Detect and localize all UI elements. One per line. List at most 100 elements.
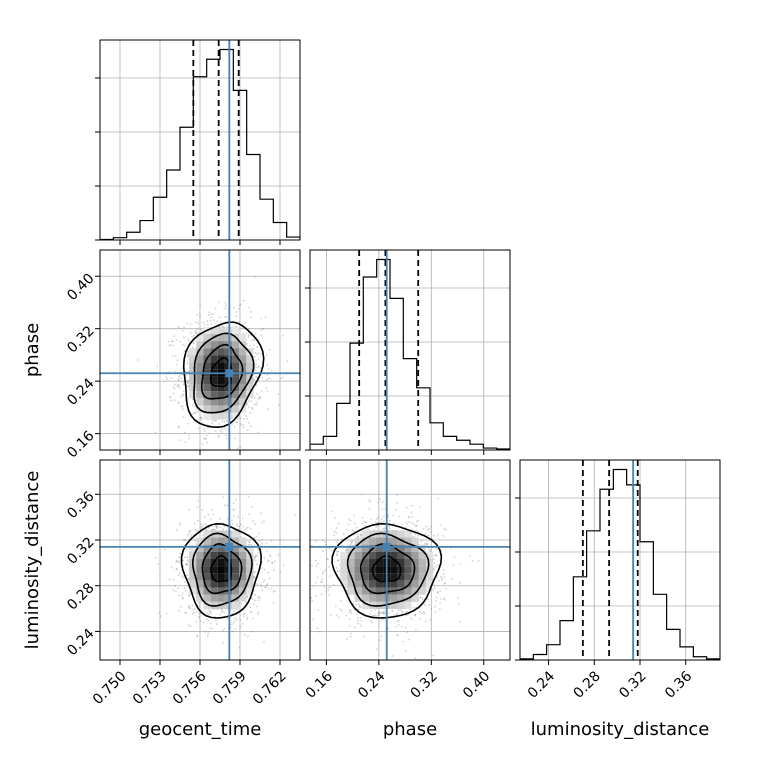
sample-point	[186, 556, 189, 559]
sample-point	[364, 521, 367, 524]
sample-point	[182, 343, 184, 346]
sample-point	[388, 525, 390, 528]
sample-point	[224, 434, 227, 437]
sample-point	[245, 601, 248, 604]
sample-point	[426, 590, 428, 592]
sample-point	[260, 585, 263, 588]
density-cell	[210, 355, 218, 363]
density-cell	[189, 383, 197, 392]
sample-point	[239, 535, 242, 538]
sample-point	[254, 275, 257, 278]
sample-point	[277, 404, 280, 407]
sample-point	[185, 374, 188, 377]
sample-point	[315, 539, 318, 542]
sample-point	[397, 634, 399, 636]
sample-point	[218, 422, 220, 425]
density-cell	[232, 537, 240, 545]
sample-point	[329, 575, 332, 577]
sample-point	[199, 523, 202, 526]
x-tick-label: 0.40	[460, 668, 493, 701]
sample-point	[425, 543, 428, 546]
sample-point	[414, 533, 417, 536]
sample-point	[255, 363, 258, 366]
sample-point	[256, 393, 259, 395]
sample-point	[197, 322, 199, 325]
sample-point	[365, 521, 368, 524]
sample-point	[434, 605, 437, 608]
sample-point	[268, 577, 271, 579]
sample-point	[240, 602, 243, 605]
x-axis-label-phase: phase	[383, 719, 437, 740]
sample-point	[415, 525, 417, 528]
sample-point	[205, 618, 208, 621]
sample-point	[223, 610, 225, 613]
sample-point	[242, 525, 245, 528]
sample-point	[172, 578, 175, 581]
truth-point	[225, 369, 234, 378]
sample-point	[415, 520, 418, 523]
density-cell	[196, 391, 204, 399]
panel-frame-phase-phase	[309, 249, 511, 451]
sample-point	[225, 315, 228, 318]
density-cell	[239, 333, 247, 342]
sample-point	[435, 548, 438, 550]
sample-point	[257, 397, 260, 400]
sample-point	[187, 624, 190, 626]
sample-point	[177, 574, 180, 577]
sample-point	[255, 375, 257, 378]
sample-point	[239, 422, 242, 425]
sample-point	[234, 628, 237, 631]
sample-point	[381, 500, 384, 503]
sample-point	[328, 547, 331, 550]
sample-point	[350, 632, 353, 635]
sample-point	[177, 587, 180, 590]
sample-point	[322, 549, 325, 552]
density-cell	[340, 573, 348, 581]
sample-point	[177, 594, 180, 597]
density-cell	[239, 376, 247, 384]
sample-point	[261, 589, 264, 591]
density-cell	[368, 537, 377, 545]
sample-point	[181, 367, 184, 369]
density-cell	[203, 559, 211, 567]
sample-point	[189, 490, 191, 492]
sample-point	[267, 559, 270, 562]
sample-point	[369, 500, 372, 503]
sample-point	[193, 334, 195, 337]
sample-point	[375, 648, 378, 650]
sample-point	[345, 550, 347, 552]
sample-point	[371, 621, 374, 624]
sample-point	[253, 576, 256, 579]
sample-point	[381, 612, 384, 615]
sample-point	[401, 523, 404, 526]
sample-point	[243, 612, 246, 615]
sample-point	[250, 630, 253, 633]
density-cell	[203, 530, 211, 538]
sample-point	[280, 377, 283, 380]
sample-point	[184, 581, 186, 584]
sample-point	[413, 606, 415, 609]
sample-point	[383, 610, 385, 613]
sample-point	[226, 504, 229, 507]
density-cell	[203, 537, 211, 545]
density-cell	[217, 391, 225, 399]
sample-point	[381, 508, 384, 511]
density-cell	[203, 398, 211, 406]
sample-point	[414, 628, 417, 631]
sample-point	[320, 593, 323, 596]
sample-point	[437, 497, 439, 500]
sample-point	[178, 560, 180, 563]
density-cell	[196, 544, 204, 552]
sample-point	[253, 339, 256, 341]
sample-point	[238, 524, 241, 527]
sample-point	[186, 382, 189, 385]
sample-point	[359, 533, 362, 536]
sample-point	[379, 639, 382, 642]
sample-point	[222, 496, 225, 499]
sample-point	[268, 554, 271, 556]
sample-point	[359, 606, 362, 609]
sample-point	[210, 622, 212, 625]
sample-point	[262, 327, 265, 330]
y-tick-label: 0.36	[64, 489, 97, 522]
sample-point	[191, 413, 194, 416]
